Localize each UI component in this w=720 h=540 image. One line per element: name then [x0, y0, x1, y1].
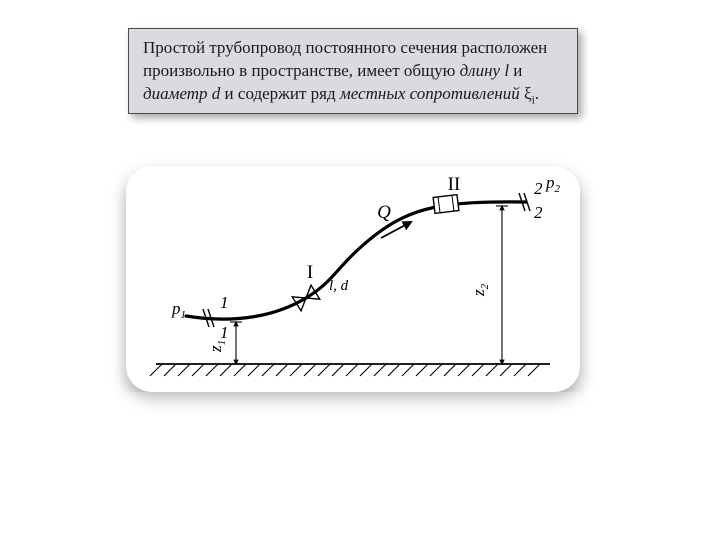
- caption-italic-3: местных сопротивлений: [340, 84, 520, 103]
- pipe-curve: [186, 202, 526, 319]
- flow-arrow: [381, 222, 411, 238]
- figure-card: Il, d II Q 1 1 p1 2 2p2 z1 z2 Il, d II Q 1 1 p1 2 2p2 z1 z…: [126, 166, 580, 392]
- caption-box: Простой трубопровод постоянного сечения …: [128, 28, 578, 114]
- caption-text-4: ξ: [524, 84, 532, 103]
- valve-1: [292, 285, 319, 311]
- resistance-2: [433, 195, 459, 214]
- svg-text:II: II: [448, 174, 461, 195]
- pipeline-diagram: Il, d II Q 1 1 p1 2 2p2 z1 z2: [126, 166, 580, 392]
- svg-text:p2: p2: [545, 173, 561, 195]
- svg-text:z1: z1: [206, 340, 228, 353]
- caption-italic-1: длину l: [460, 61, 509, 80]
- svg-text:z2: z2: [469, 283, 491, 297]
- svg-text:l, d: l, d: [329, 278, 349, 294]
- figure-reflection: Il, dIIQ11p122p2z1z2: [126, 392, 580, 482]
- svg-text:1: 1: [220, 293, 229, 312]
- caption-text-2: и: [513, 61, 522, 80]
- svg-text:1: 1: [220, 323, 229, 342]
- svg-text:2: 2: [534, 179, 543, 198]
- caption-text-5: .: [535, 84, 539, 103]
- caption-text-3: и содержит ряд: [225, 84, 340, 103]
- svg-text:I: I: [307, 262, 313, 283]
- svg-text:2: 2: [534, 203, 543, 222]
- svg-text:Q: Q: [377, 202, 391, 223]
- svg-text:p1: p1: [171, 299, 186, 321]
- caption-italic-2: диаметр d: [143, 84, 220, 103]
